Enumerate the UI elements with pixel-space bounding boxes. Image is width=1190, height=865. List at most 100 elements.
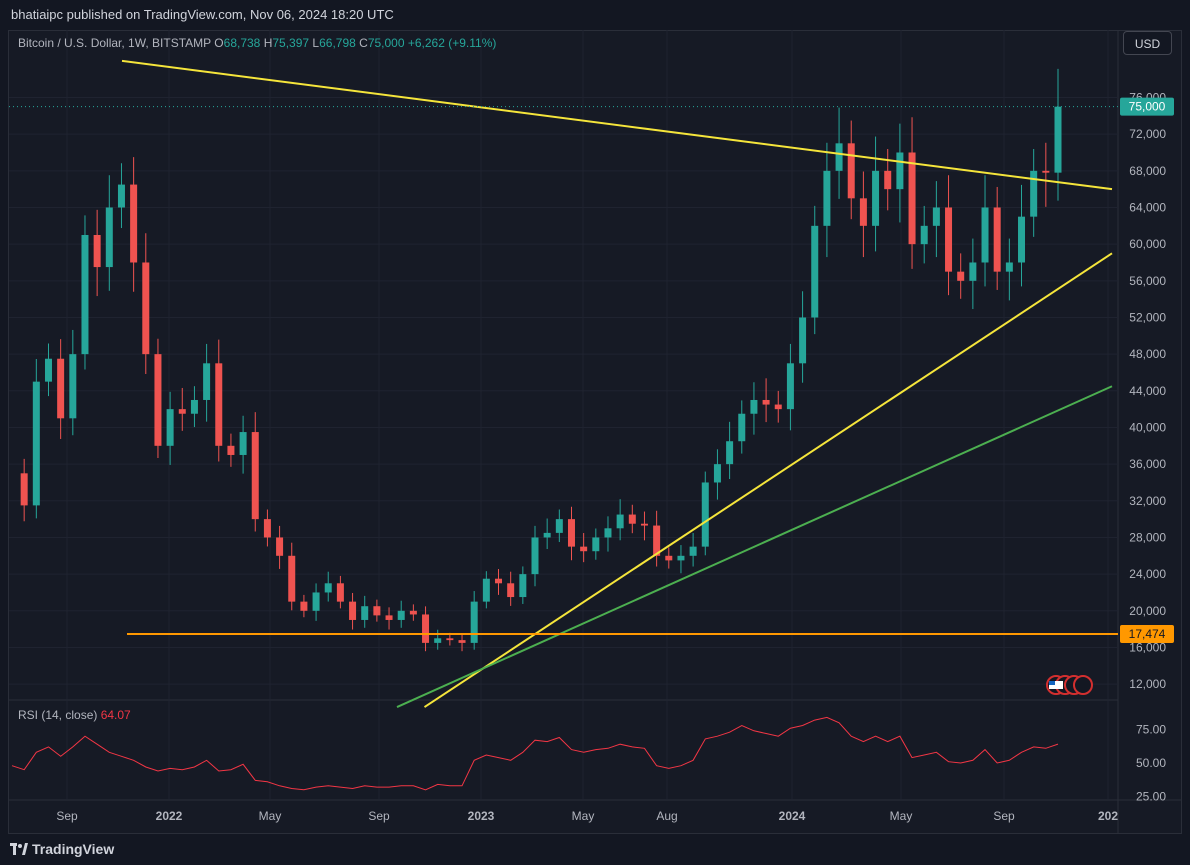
candle-body [957, 271, 965, 281]
x-tick-label: Sep [368, 809, 390, 823]
candle-body [44, 358, 52, 382]
x-tick-label: Sep [56, 809, 78, 823]
candle-body [1042, 170, 1050, 173]
rsi-tick-label: 50.00 [1136, 756, 1166, 770]
x-tick-label: 2023 [468, 809, 495, 823]
x-tick-label: Sep [993, 809, 1015, 823]
candle-body [1005, 262, 1013, 272]
x-tick-label: May [890, 809, 913, 823]
candle-body [762, 399, 770, 405]
candle-body [847, 143, 855, 199]
tradingview-brand[interactable]: TradingView [10, 841, 114, 857]
candle-body [859, 198, 867, 226]
candle-body [458, 640, 466, 643]
rsi-value: 64.07 [100, 708, 131, 722]
candle-body [422, 614, 430, 643]
candle-body [884, 170, 892, 190]
candle-body [227, 445, 235, 455]
candle-body [628, 514, 636, 524]
candle-body [908, 152, 916, 245]
candle-body [93, 234, 101, 268]
candle-body [896, 152, 904, 190]
x-tick-label: Aug [656, 809, 677, 823]
candle-body [1030, 170, 1038, 217]
level-price-tag-bg [1120, 624, 1174, 643]
trendline-support [396, 385, 1113, 708]
candle-body [470, 601, 478, 643]
candle-body [750, 399, 758, 414]
candle-body [872, 170, 880, 226]
y-tick-label: 72,000 [1129, 127, 1166, 141]
y-tick-label: 24,000 [1129, 567, 1166, 581]
level-price-tag: 17,474 [1129, 627, 1166, 641]
candle-body [130, 184, 138, 263]
candle-body [713, 464, 721, 483]
candle-body [604, 528, 612, 538]
candle-body [373, 606, 381, 616]
open-label: O [214, 36, 224, 50]
last-price-tag: 75,000 [1129, 100, 1166, 114]
candle-body [993, 207, 1001, 272]
y-tick-label: 44,000 [1129, 384, 1166, 398]
candles [20, 68, 1062, 652]
candle-body [665, 555, 673, 561]
candle-body [823, 170, 831, 226]
candle-body [811, 225, 819, 318]
tradingview-logo-icon [10, 843, 28, 855]
publish-info: bhatiaipc published on TradingView.com, … [11, 7, 394, 22]
candle-body [312, 592, 320, 611]
high-value: 75,397 [272, 36, 310, 50]
low-value: 66,798 [319, 36, 356, 50]
x-tick-label: May [259, 809, 282, 823]
rsi-pane [11, 716, 1059, 791]
candle-body [835, 143, 843, 171]
open-value: 68,738 [223, 36, 261, 50]
candle-body [20, 473, 28, 506]
candle-body [409, 610, 417, 615]
rsi-legend: RSI (14, close) 64.07 [18, 708, 131, 722]
candle-body [1018, 216, 1026, 263]
candle-body [531, 537, 539, 575]
candle-body [653, 525, 661, 556]
candle-body [592, 537, 600, 552]
high-label: H [263, 36, 273, 50]
candle-body [166, 409, 174, 446]
y-tick-label: 28,000 [1129, 530, 1166, 544]
trendlines [9, 59, 1118, 708]
currency-button[interactable]: USD [1123, 31, 1172, 55]
candle-body [239, 432, 247, 455]
candle-body [726, 441, 734, 465]
candle-body [920, 225, 928, 245]
y-tick-label: 52,000 [1129, 310, 1166, 324]
candle-body [507, 583, 515, 598]
y-tick-label: 12,000 [1129, 677, 1166, 691]
candle-body [349, 601, 357, 620]
candle-body [300, 601, 308, 611]
y-tick-label: 48,000 [1129, 347, 1166, 361]
us-flag-canton-icon [1049, 681, 1055, 685]
symbol-name: Bitcoin / U.S. Dollar, 1W, BITSTAMP [18, 36, 211, 50]
close-value: 75,000 [367, 36, 405, 50]
candle-body [142, 262, 150, 355]
candle-body [701, 482, 709, 547]
candle-body [203, 363, 211, 400]
candle-body [361, 606, 369, 620]
rsi-tick-label: 25.00 [1136, 790, 1166, 804]
brand-label: TradingView [32, 841, 115, 857]
candle-body [969, 262, 977, 281]
y-tick-label: 40,000 [1129, 420, 1166, 434]
candle-body [117, 184, 125, 208]
candle-body [446, 638, 454, 641]
low-label: L [312, 36, 320, 50]
y-tick-label: 68,000 [1129, 164, 1166, 178]
x-tick-label: 202 [1098, 809, 1118, 823]
footer-bar [0, 834, 1190, 865]
candle-body [945, 207, 953, 272]
candle-body [105, 207, 113, 268]
candle-body [178, 409, 186, 414]
rsi-tick-label: 75.00 [1136, 723, 1166, 737]
candle-body [190, 399, 198, 414]
candle-body [324, 583, 332, 593]
x-tick-label: 2022 [156, 809, 183, 823]
